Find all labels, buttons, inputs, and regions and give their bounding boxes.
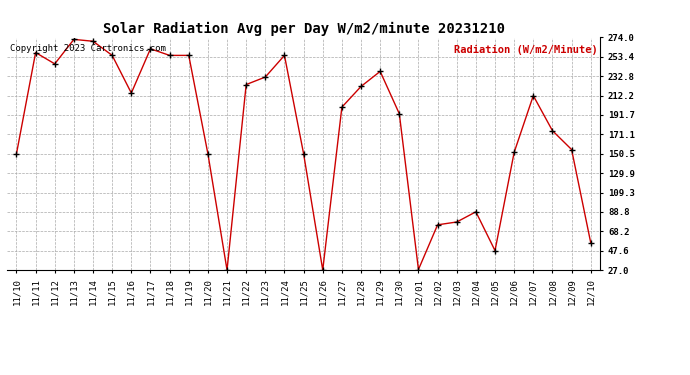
Text: Radiation (W/m2/Minute): Radiation (W/m2/Minute)	[453, 45, 598, 54]
Title: Solar Radiation Avg per Day W/m2/minute 20231210: Solar Radiation Avg per Day W/m2/minute …	[103, 22, 504, 36]
Text: Copyright 2023 Cartronics.com: Copyright 2023 Cartronics.com	[10, 45, 166, 54]
